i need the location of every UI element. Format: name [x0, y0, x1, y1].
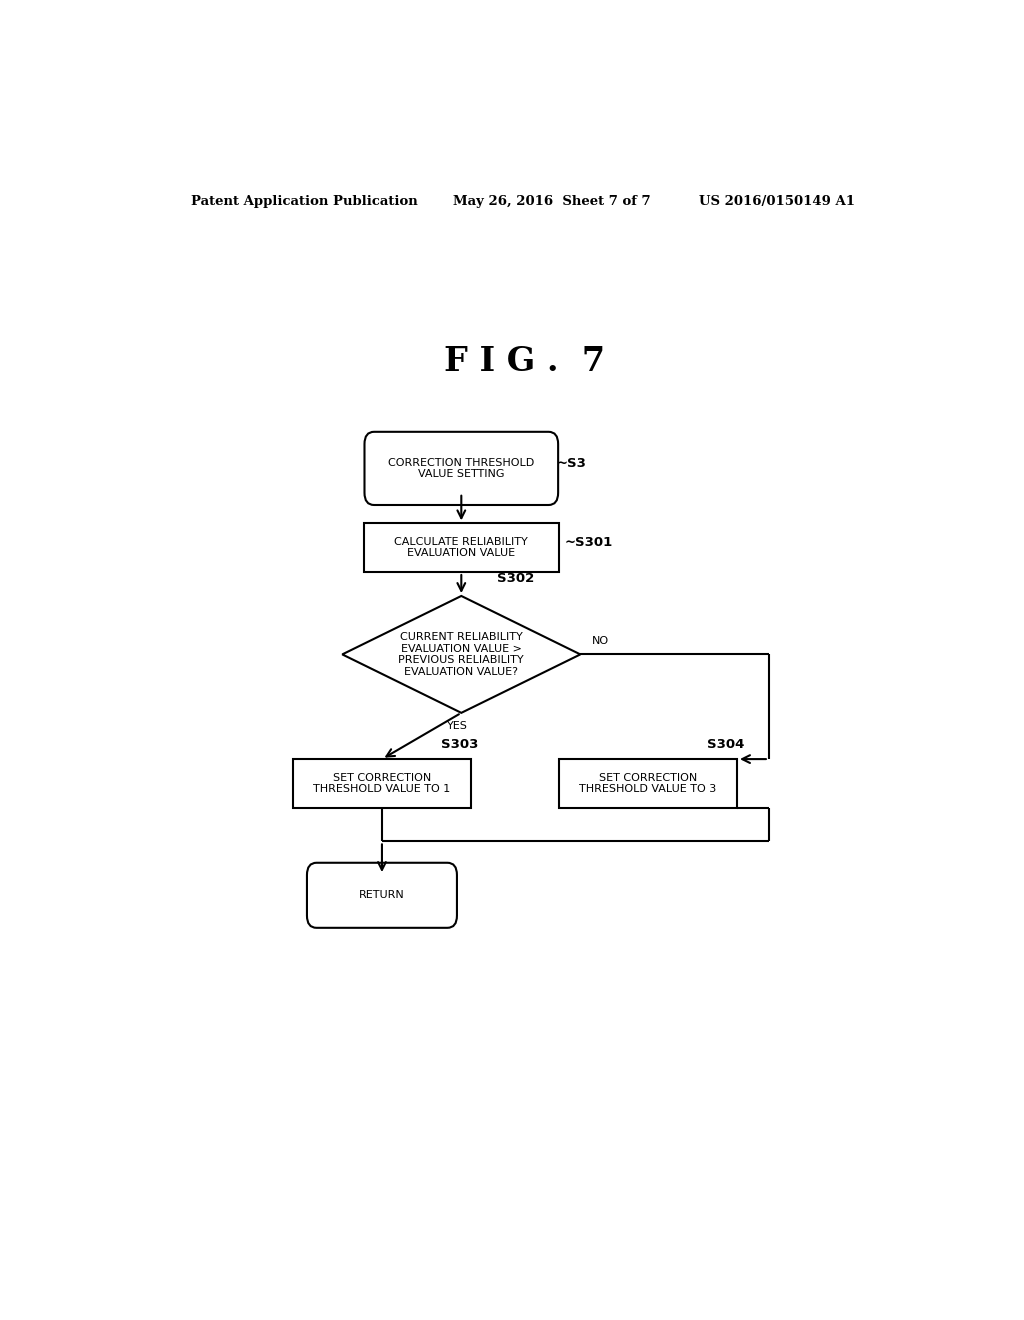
Text: YES: YES: [446, 721, 468, 731]
Text: RETURN: RETURN: [359, 890, 404, 900]
Text: CORRECTION THRESHOLD
VALUE SETTING: CORRECTION THRESHOLD VALUE SETTING: [388, 458, 535, 479]
FancyBboxPatch shape: [365, 432, 558, 506]
Text: S302: S302: [497, 572, 535, 585]
Text: SET CORRECTION
THRESHOLD VALUE TO 3: SET CORRECTION THRESHOLD VALUE TO 3: [580, 772, 717, 795]
Text: CURRENT RELIABILITY
EVALUATION VALUE >
PREVIOUS RELIABILITY
EVALUATION VALUE?: CURRENT RELIABILITY EVALUATION VALUE > P…: [398, 632, 524, 677]
Text: US 2016/0150149 A1: US 2016/0150149 A1: [699, 194, 855, 207]
Polygon shape: [342, 595, 581, 713]
Text: May 26, 2016  Sheet 7 of 7: May 26, 2016 Sheet 7 of 7: [454, 194, 651, 207]
Bar: [365, 523, 558, 572]
Text: F I G .  7: F I G . 7: [444, 346, 605, 379]
Bar: [558, 759, 737, 808]
Text: S304: S304: [708, 738, 744, 751]
Bar: [293, 759, 471, 808]
Text: SET CORRECTION
THRESHOLD VALUE TO 1: SET CORRECTION THRESHOLD VALUE TO 1: [313, 772, 451, 795]
Text: CALCULATE RELIABILITY
EVALUATION VALUE: CALCULATE RELIABILITY EVALUATION VALUE: [394, 537, 528, 558]
Text: ~S3: ~S3: [557, 457, 587, 470]
Text: Patent Application Publication: Patent Application Publication: [191, 194, 418, 207]
Text: S303: S303: [441, 738, 479, 751]
Text: NO: NO: [592, 636, 609, 647]
FancyBboxPatch shape: [307, 863, 457, 928]
Text: ~S301: ~S301: [564, 536, 612, 549]
